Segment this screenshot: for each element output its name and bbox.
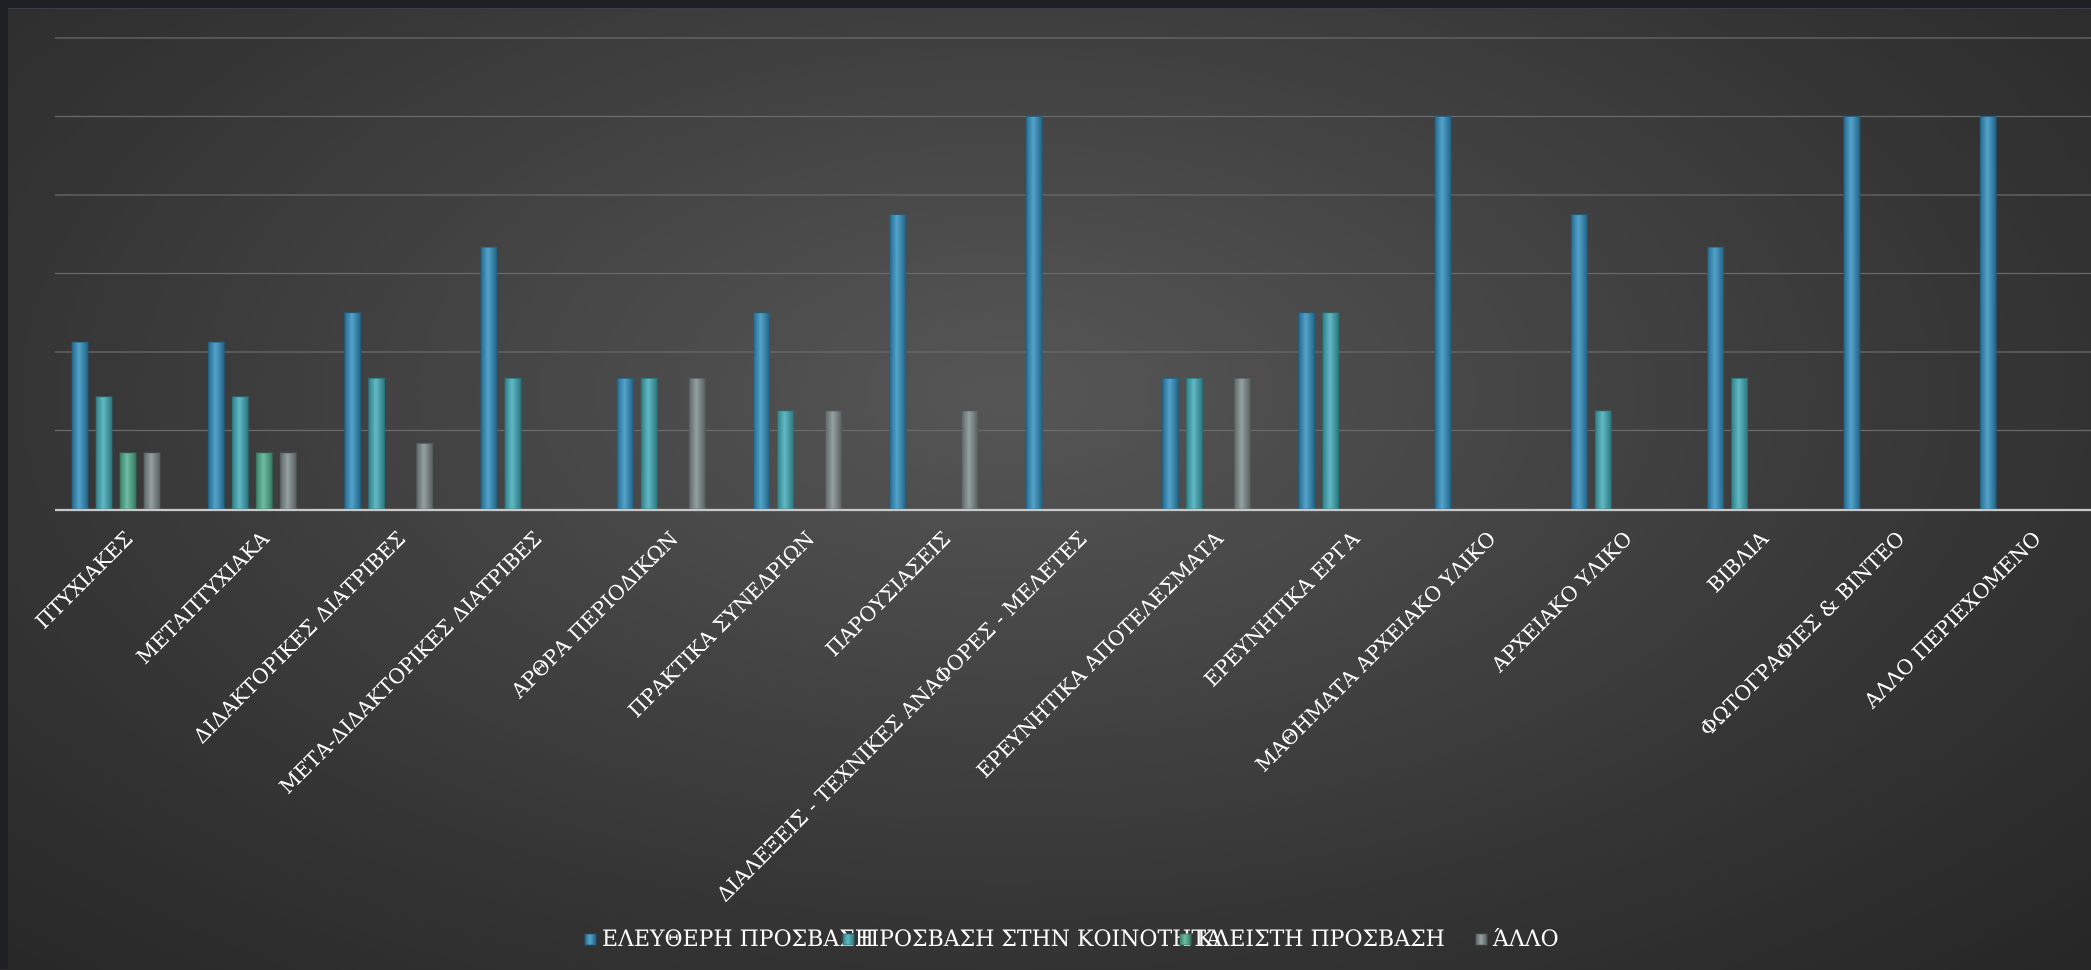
bar-4-6	[825, 410, 842, 510]
bar-1-8	[1025, 116, 1043, 510]
bar-2-1	[95, 396, 113, 510]
bar-1-11	[1434, 116, 1452, 510]
bar-1-5	[616, 377, 634, 510]
bar-2-5	[640, 377, 658, 510]
bar-2-13	[1731, 377, 1748, 510]
legend-label-4: ΆΛΛΟ	[1492, 927, 1559, 952]
bar-1-7	[889, 214, 907, 510]
category-label-9: ΕΡΕΥΝΗΤΙΚΑ ΑΠΟΤΕΛΕΣΜΑΤΑ	[972, 526, 1228, 782]
category-label-7: ΠΑΡΟΥΣΙΑΣΕΙΣ	[821, 527, 956, 662]
bar-2-12	[1594, 410, 1612, 510]
bar-1-1	[71, 341, 89, 510]
bar-2-4	[504, 377, 522, 510]
bar-4-1	[143, 452, 161, 510]
bar-4-7	[961, 410, 979, 510]
bar-1-15	[1979, 116, 1997, 510]
bar-1-10	[1298, 312, 1316, 510]
gridlines	[55, 37, 2091, 432]
category-label-11: ΜΑΘΗΜΑΤΑ ΑΡΧΕΙΑΚΟ ΥΛΙΚΟ	[1251, 527, 1501, 777]
bar-2-9	[1186, 377, 1203, 510]
legend-swatch-1	[584, 933, 597, 946]
bars	[71, 116, 1997, 510]
bar-2-6	[777, 410, 794, 510]
legend-label-1: ΕΛΕΥΘΕΡΗ ΠΡΟΣΒΑΣΗ	[602, 927, 874, 952]
bar-1-3	[344, 312, 362, 510]
legend-label-3: ΚΛΕΙΣΤΗ ΠΡΟΣΒΑΣΗ	[1197, 927, 1445, 952]
category-label-13: ΒΙΒΛΙΑ	[1702, 526, 1773, 597]
bar-2-3	[368, 377, 386, 510]
bar-1-13	[1707, 246, 1724, 510]
bar-4-9	[1234, 377, 1251, 510]
bar-3-1	[119, 452, 137, 510]
bar-4-2	[279, 452, 297, 510]
legend-swatch-4	[1475, 933, 1488, 946]
bar-1-2	[207, 341, 225, 510]
bar-1-14	[1843, 116, 1861, 510]
category-label-4: ΜΕΤΑ-ΔΙΔΑΚΤΟΡΙΚΕΣ ΔΙΑΤΡΙΒΕΣ	[274, 527, 546, 799]
category-label-10: ΕΡΕΥΝΗΤΙΚΑ ΕΡΓΑ	[1199, 526, 1364, 691]
bar-1-12	[1570, 214, 1588, 510]
category-label-12: ΑΡΧΕΙΑΚΟ ΥΛΙΚΟ	[1486, 527, 1637, 678]
bar-1-4	[480, 246, 498, 510]
legend-label-2: ΠΡΟΣΒΑΣΗ ΣΤΗΝ ΚΟΙΝΟΤΗΤΑ	[860, 927, 1223, 952]
category-label-3: ΔΙΔΑΚΤΟΡΙΚΕΣ ΔΙΑΤΡΙΒΕΣ	[189, 527, 411, 749]
legend-swatch-3	[1179, 933, 1192, 946]
bar-1-6	[753, 312, 770, 510]
bar-1-9	[1162, 377, 1179, 510]
category-label-2: ΜΕΤΑΠΤΥΧΙΑΚΑ	[132, 526, 274, 668]
bar-2-10	[1322, 312, 1340, 510]
chart-panel: ΠΤΥΧΙΑΚΕΣ ΜΕΤΑΠΤΥΧΙΑΚΑ ΔΙΔΑΚΤΟΡΙΚΕΣ ΔΙΑΤΡΙ…	[8, 8, 2091, 970]
bar-3-2	[255, 452, 273, 510]
bar-4-3	[416, 443, 434, 510]
category-label-1: ΠΤΥΧΙΑΚΕΣ	[31, 527, 138, 634]
bar-4-5	[688, 377, 706, 510]
bar-2-2	[231, 396, 249, 510]
legend-swatch-2	[842, 933, 855, 946]
